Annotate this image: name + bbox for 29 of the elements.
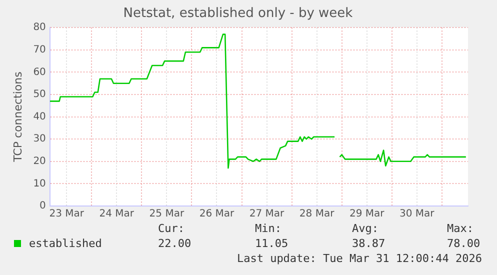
x-tick-label: 27 Mar [249,208,286,220]
text: Cur: [158,222,184,235]
y-axis-title: TCP connections [11,71,24,163]
chart-title: Netstat, established only - by week [123,6,354,22]
text: 78.00 [447,237,480,250]
x-tick-label: 23 Mar [49,208,85,220]
y-tick-label: 10 [33,178,46,190]
x-tick-label: 25 Mar [149,208,185,220]
text: Avg: [352,222,378,235]
y-tick-label: 30 [33,134,46,145]
y-tick-label: 50 [33,89,46,100]
legend-label: established [29,237,102,250]
x-tick-label: 26 Mar [199,208,236,220]
y-tick-label: 40 [33,111,46,122]
y-tick-label: 60 [33,66,46,78]
text: 22.00 [158,237,192,250]
y-tick-label: 70 [33,44,46,56]
y-tick-label: 80 [33,22,46,34]
text: Max: [447,222,474,235]
y-tick-label: 20 [33,156,46,167]
x-tick-label: 29 Mar [349,208,386,220]
x-tick-label: 24 Mar [99,208,135,220]
x-tick-label: 30 Mar [400,208,436,220]
text: 11.05 [255,237,288,250]
text: Min: [255,222,282,235]
y-tick-label: 0 [40,200,46,212]
x-tick-label: 28 Mar [299,208,336,220]
text: Last update: Tue Mar 31 12:00:44 2026 [236,252,482,265]
text: 38.87 [352,237,386,250]
